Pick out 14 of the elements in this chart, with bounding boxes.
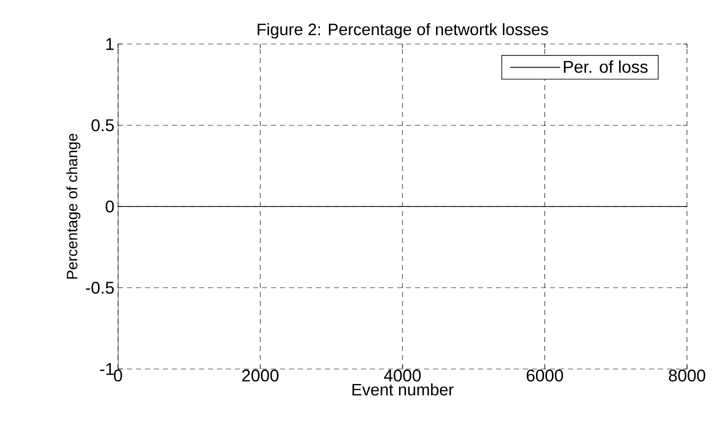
legend-label: Per. of loss: [564, 60, 648, 73]
y-tick-label: 1: [106, 38, 114, 50]
y-tick-label: 0.5: [92, 119, 114, 132]
x-tick-label: 6000: [526, 370, 564, 382]
x-tick-label: 4000: [384, 370, 421, 382]
x-axis-title: Event number: [352, 383, 454, 396]
chart-title: Figure 2: Percentage of networtk losses: [258, 23, 548, 38]
y-tick-label: -0.5: [86, 282, 114, 294]
y-tick-label: -1: [100, 363, 114, 375]
x-tick-label: 8000: [668, 370, 706, 382]
x-tick-label: 2000: [242, 370, 278, 382]
y-axis-title: Percentage of change: [66, 134, 80, 279]
x-tick-label: 0: [114, 370, 122, 382]
y-tick-label: 0: [106, 200, 114, 213]
